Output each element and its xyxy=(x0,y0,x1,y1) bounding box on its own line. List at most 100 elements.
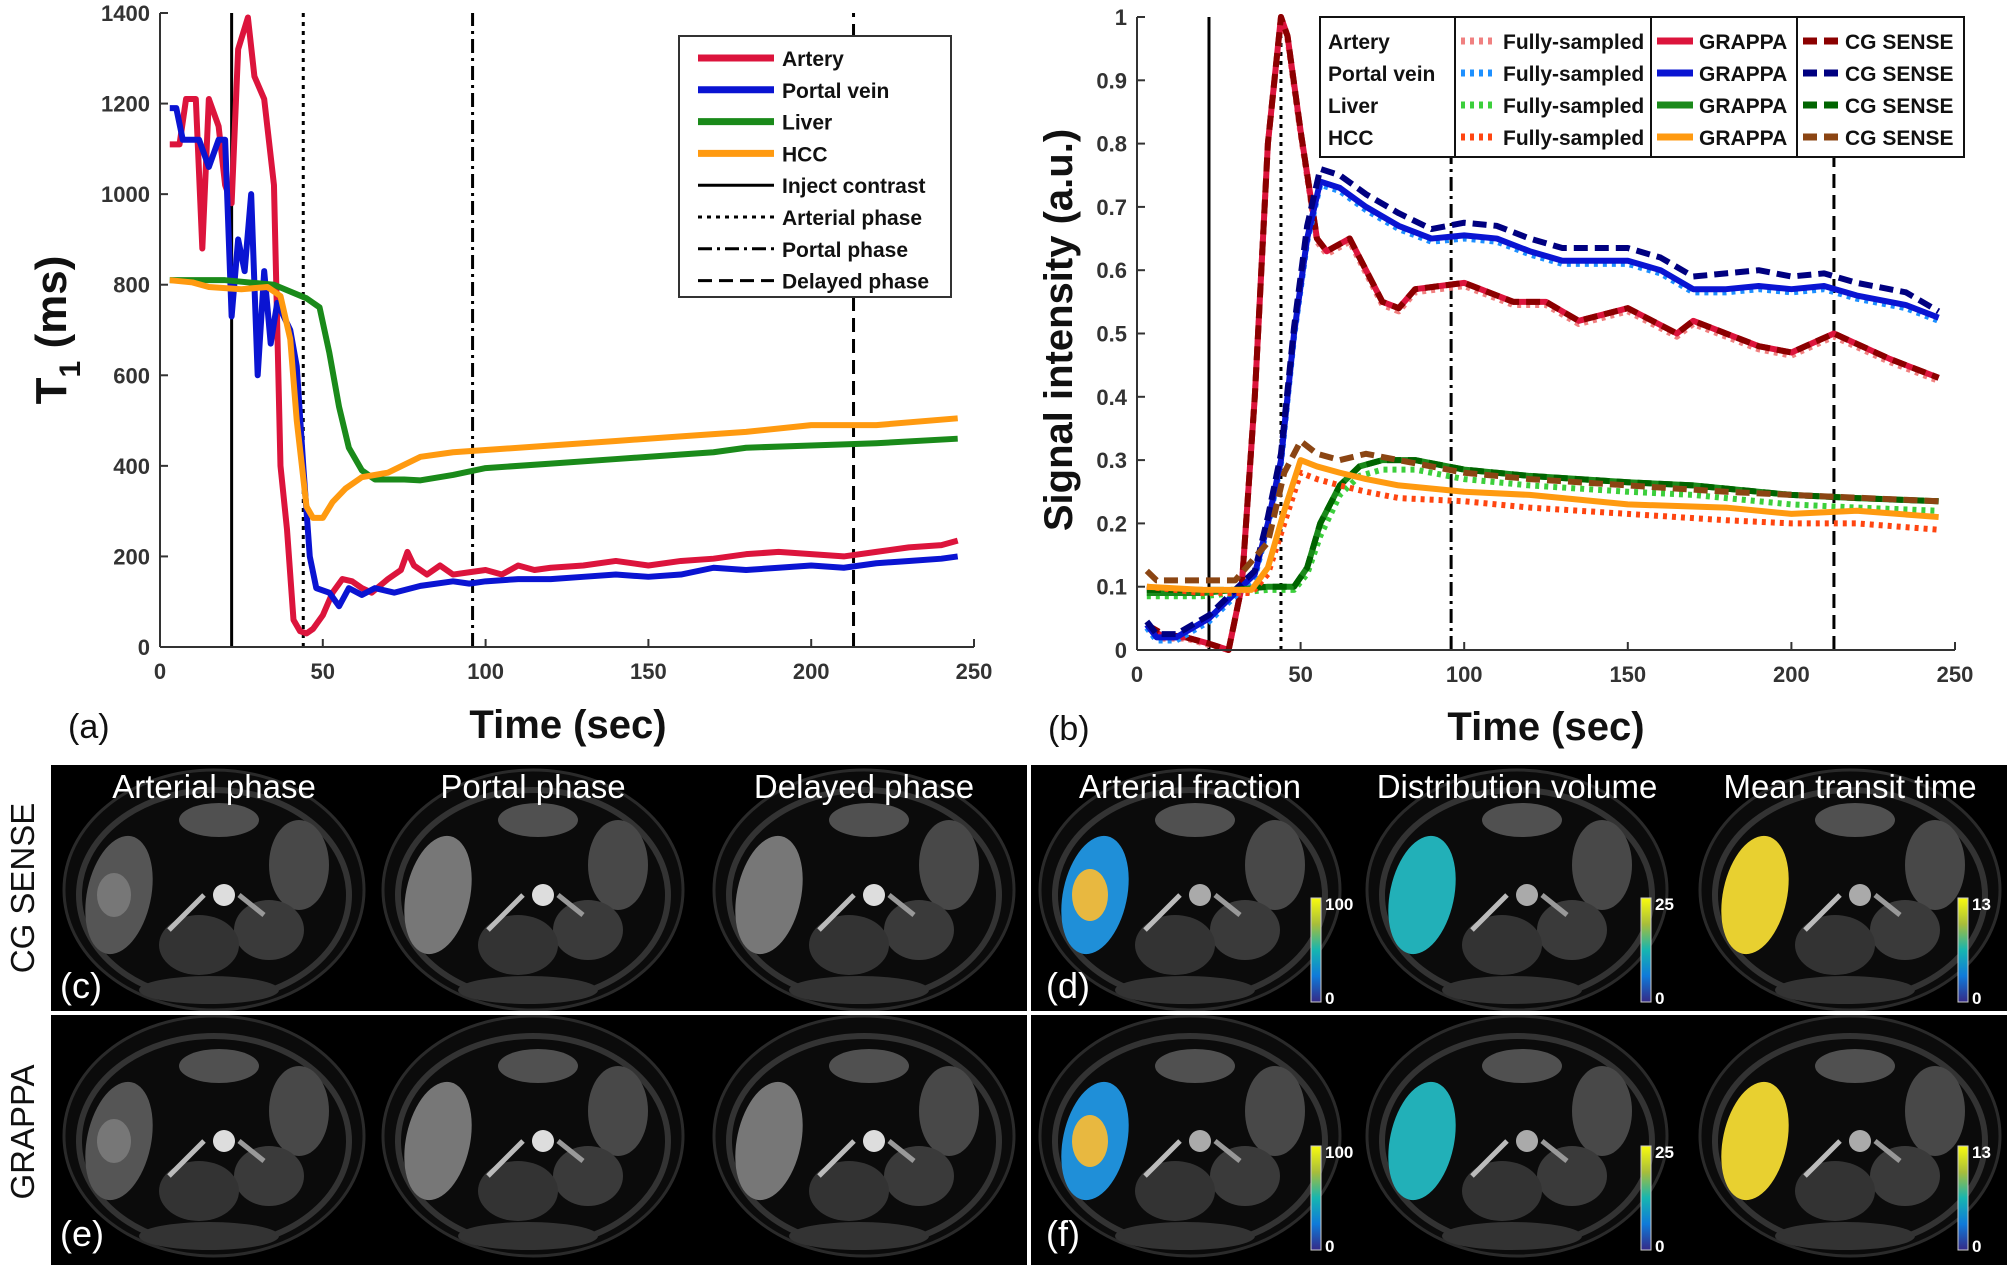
legend-method-label: CG SENSE xyxy=(1845,95,1954,118)
liver-region xyxy=(1388,1081,1456,1201)
t1-curve-plot: 0 50 100 150 200 250 0 200 400 600 800 1000 1200 1400… xyxy=(27,1,992,747)
abdominal-image xyxy=(1365,768,1669,1012)
colorbar-min-label: 0 xyxy=(1655,989,1664,1008)
series-line xyxy=(1144,181,1940,644)
colorbar-min-label: 0 xyxy=(1325,989,1334,1008)
legend-label: Delayed phase xyxy=(782,271,929,294)
legend-row-label: Artery xyxy=(1328,31,1390,54)
legend-method-label: CG SENSE xyxy=(1845,63,1954,86)
colorbar xyxy=(1310,897,1322,1003)
x-tick-label: 100 xyxy=(467,659,504,684)
y-tick-label: 0.7 xyxy=(1096,195,1127,220)
y-tick-label: 0.9 xyxy=(1096,68,1127,93)
abdominal-image xyxy=(1038,1014,1342,1258)
legend: Artery Fully-sampled GRAPPA CG SENSE Portal … xyxy=(1319,16,1965,158)
colorbar xyxy=(1957,1145,1969,1251)
legend-method-label: Fully-sampled xyxy=(1503,127,1644,150)
legend-box xyxy=(1320,17,1964,157)
panel-label-c: (c) xyxy=(60,965,102,1006)
abdominal-image xyxy=(1698,768,2002,1012)
legend: Artery Portal vein Liver HCC Inject contrast… xyxy=(678,35,952,298)
y-tick-label: 0 xyxy=(138,635,150,660)
colorbar-max-label: 25 xyxy=(1655,895,1674,914)
abdominal-image xyxy=(1698,1014,2002,1258)
colorbar-min-label: 0 xyxy=(1972,1237,1981,1256)
x-axis-label: Time (sec) xyxy=(469,703,666,747)
legend-label: Portal phase xyxy=(782,239,908,262)
legend-row-label: Liver xyxy=(1328,95,1378,118)
x-tick-label: 50 xyxy=(1288,662,1312,687)
tumor-region xyxy=(1072,1115,1108,1167)
abdominal-image xyxy=(1038,768,1342,1012)
series-line xyxy=(169,277,958,521)
y-tick-label: 0.1 xyxy=(1096,575,1127,600)
y-tick-label: 0.6 xyxy=(1096,258,1127,283)
column-label: Mean transit time xyxy=(1723,768,1976,805)
tumor-region xyxy=(97,1119,131,1163)
legend-row-label: Portal vein xyxy=(1328,63,1435,86)
x-tick-label: 0 xyxy=(154,659,166,684)
x-tick-label: 200 xyxy=(1773,662,1810,687)
legend-label: Liver xyxy=(782,112,832,135)
column-label: Distribution volume xyxy=(1377,768,1658,805)
y-axis-label: T1 (ms) xyxy=(27,256,87,405)
liver-region xyxy=(404,1081,472,1201)
tumor-region xyxy=(1072,869,1108,921)
series-line xyxy=(169,14,959,637)
y-tick-label: 0 xyxy=(1115,638,1127,663)
series-line xyxy=(1146,457,1939,593)
x-tick-label: 250 xyxy=(1937,662,1974,687)
abdominal-image xyxy=(712,768,1016,1012)
colorbar xyxy=(1640,1145,1652,1251)
y-axis-label-unit: (ms) xyxy=(27,256,76,361)
colorbar-max-label: 13 xyxy=(1972,895,1991,914)
legend-column xyxy=(1796,16,1965,158)
series-line xyxy=(1144,438,1939,584)
column-label: Portal phase xyxy=(440,768,625,805)
abdominal-image xyxy=(381,768,685,1012)
abdominal-image xyxy=(62,1014,366,1258)
y-tick-label: 1400 xyxy=(101,1,150,26)
legend-method-label: CG SENSE xyxy=(1845,127,1954,150)
legend-method-label: Fully-sampled xyxy=(1503,95,1644,118)
x-tick-label: 100 xyxy=(1446,662,1483,687)
liver-region xyxy=(404,835,472,955)
y-tick-label: 800 xyxy=(113,273,150,298)
legend-method-label: Fully-sampled xyxy=(1503,31,1644,54)
legend-row-label: HCC xyxy=(1328,127,1374,150)
legend-label: Inject contrast xyxy=(782,175,926,198)
y-tick-label: 0.4 xyxy=(1096,385,1127,410)
y-axis-label-main: T xyxy=(27,377,76,404)
x-axis-label: Time (sec) xyxy=(1447,705,1644,749)
legend-method-label: GRAPPA xyxy=(1699,63,1787,86)
legend-label: HCC xyxy=(782,143,828,166)
tumor-region xyxy=(97,873,131,917)
series-line xyxy=(1146,466,1939,600)
y-tick-label: 1000 xyxy=(101,182,150,207)
colorbar-min-label: 0 xyxy=(1655,1237,1664,1256)
liver-region xyxy=(735,835,803,955)
abdominal-image xyxy=(712,1014,1016,1258)
row-label: CG SENSE xyxy=(4,803,41,974)
y-axis-label-sub: 1 xyxy=(54,361,87,378)
column-label: Arterial fraction xyxy=(1079,768,1301,805)
abdominal-image xyxy=(381,1014,685,1258)
y-axis-label: Signal intensity (a.u.) xyxy=(1037,129,1081,531)
liver-region xyxy=(735,1081,803,1201)
y-tick-label: 0.5 xyxy=(1096,322,1127,347)
colorbar-max-label: 100 xyxy=(1325,1143,1353,1162)
colorbar xyxy=(1310,1145,1322,1251)
colorbar xyxy=(1957,897,1969,1003)
y-tick-label: 0.8 xyxy=(1096,132,1127,157)
series-line xyxy=(1144,178,1940,641)
legend-method-label: GRAPPA xyxy=(1699,31,1787,54)
x-tick-label: 150 xyxy=(1609,662,1646,687)
series-line xyxy=(1146,469,1939,597)
x-tick-label: 200 xyxy=(793,659,830,684)
parametric-image-grid: Arterial phase Portal phase Delayed phas… xyxy=(4,765,2007,1265)
row-label: GRAPPA xyxy=(4,1064,41,1199)
x-tick-label: 250 xyxy=(956,659,993,684)
y-tick-label: 400 xyxy=(113,454,150,479)
panel-label-b: (b) xyxy=(1048,710,1090,748)
